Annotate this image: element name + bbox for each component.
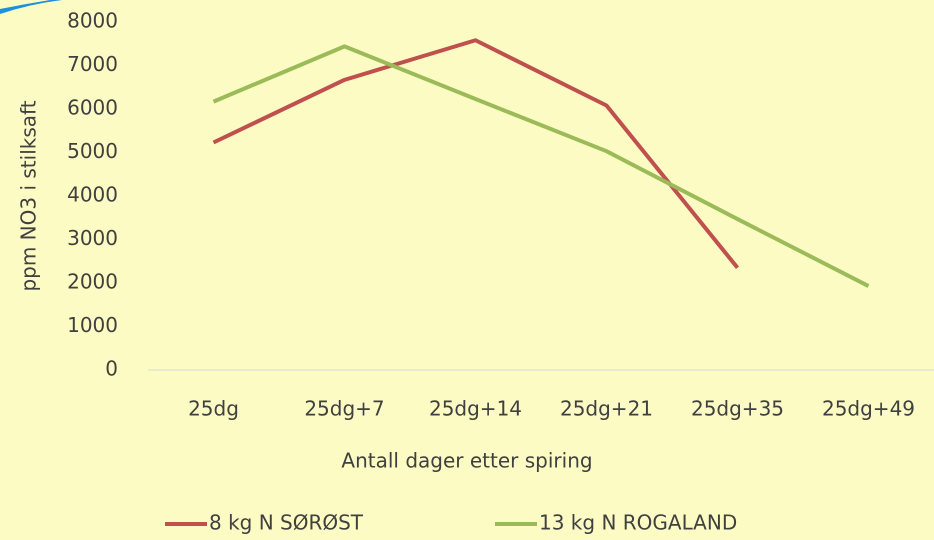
y-tick-label: 6000 (67, 96, 118, 120)
legend-label: 8 kg N SØRØST (209, 511, 364, 535)
y-axis-label: ppm NO3 i stilksaft (17, 100, 41, 291)
y-tick-label: 1000 (67, 313, 118, 337)
y-tick-label: 5000 (67, 139, 118, 163)
series-line (212, 38, 740, 270)
y-tick-label: 4000 (67, 183, 118, 207)
x-tick-label: 25dg+35 (691, 397, 784, 421)
x-tick-label: 25dg (188, 397, 239, 421)
y-tick-label: 2000 (67, 270, 118, 294)
x-tick-label: 25dg+49 (822, 397, 915, 421)
x-tick-label: 25dg+21 (560, 397, 653, 421)
x-tick-label: 25dg+7 (304, 397, 384, 421)
x-axis-label: Antall dager etter spiring (341, 449, 592, 473)
y-tick-label: 3000 (67, 226, 118, 250)
series-line (212, 44, 870, 288)
y-tick-label: 7000 (67, 52, 118, 76)
y-tick-label: 8000 (67, 9, 118, 33)
decoration (0, 0, 62, 14)
legend-label: 13 kg N ROGALAND (539, 511, 737, 535)
x-tick-label: 25dg+14 (429, 397, 522, 421)
y-tick-label: 0 (105, 357, 118, 381)
